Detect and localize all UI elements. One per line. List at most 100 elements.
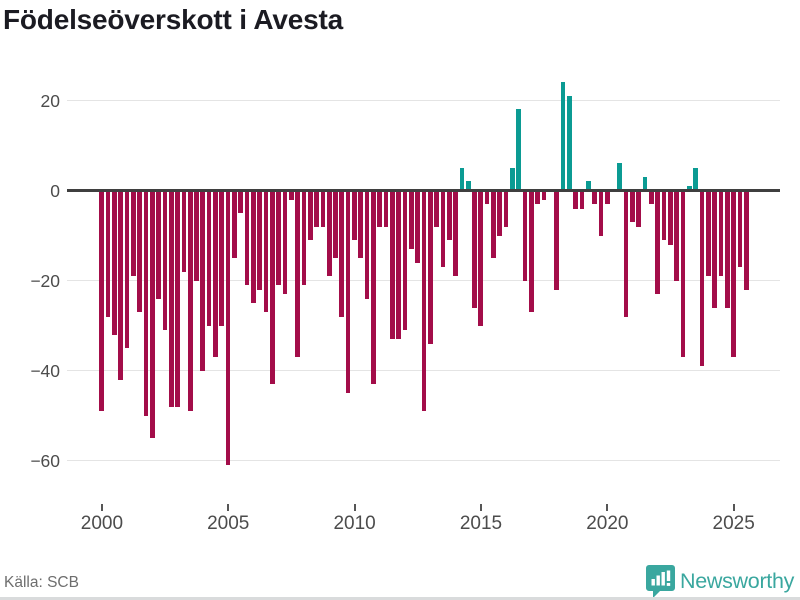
bar-2010Q2 [358,191,364,258]
bar-2003Q1 [175,191,180,407]
x-axis-label: 2010 [333,513,376,534]
bar-2005Q1 [225,191,231,465]
x-axis-label: 2020 [586,513,629,534]
x-axis-label: 2005 [207,513,250,534]
bar-2025Q3 [743,191,749,290]
bar-2000Q4 [118,191,124,380]
bar-2021Q4 [649,191,654,204]
bar-2017Q2 [535,191,541,204]
bar-2014Q3 [465,181,471,189]
bar-2009Q3 [339,191,345,317]
bar-2014Q2 [459,167,465,189]
bar-2004Q3 [213,191,218,357]
bar-2016Q3 [516,109,522,189]
bar-2017Q1 [529,191,534,312]
bar-2018Q3 [566,95,572,189]
y-axis-label: −60 [30,450,60,471]
bar-2011Q2 [383,191,389,227]
bar-2020Q1 [604,191,610,204]
bar-2016Q2 [510,167,515,189]
bar-2005Q2 [232,191,237,258]
bar-2014Q1 [453,191,458,276]
bar-2015Q2 [484,191,490,204]
bar-2018Q4 [573,191,578,209]
bar-2000Q2 [105,191,111,317]
bar-2004Q1 [200,191,206,371]
bar-2001Q4 [143,191,149,416]
bar-2004Q4 [219,191,225,326]
bar-2024Q1 [705,191,711,276]
source-note: Källa: SCB [4,574,79,591]
x-axis-tick [732,504,735,511]
bar-2000Q1 [99,191,105,411]
x-axis-tick [227,504,230,511]
bar-2013Q1 [427,191,433,344]
bar-2015Q3 [491,191,496,258]
bar-2019Q1 [579,191,585,209]
bar-2023Q2 [686,185,692,189]
bar-2015Q4 [497,191,503,236]
bar-2006Q1 [251,191,256,303]
x-axis-label: 2015 [459,513,503,534]
newsworthy-logo[interactable]: Newsworthy [646,565,798,598]
bar-2001Q1 [124,191,130,348]
bar-2017Q3 [541,191,547,200]
bar-2002Q2 [156,191,161,299]
bar-2021Q2 [636,191,642,227]
bar-2010Q3 [364,191,370,299]
bar-2009Q2 [333,191,338,258]
bar-2013Q4 [446,191,452,240]
bar-2012Q1 [402,191,408,330]
bar-2007Q2 [282,191,288,294]
zero-line [67,189,780,192]
bar-2025Q1 [731,191,736,357]
bottom-edge [0,597,800,600]
bar-2015Q1 [478,191,484,326]
bar-2009Q4 [345,191,351,393]
bar-2008Q2 [307,191,313,240]
bar-2024Q3 [718,191,724,276]
bar-2003Q3 [187,191,193,411]
bar-2022Q1 [655,191,661,294]
bar-2013Q2 [434,191,439,227]
y-axis-label: 20 [40,90,60,111]
bar-2024Q2 [712,191,717,308]
gridline [67,460,780,461]
bar-2023Q4 [699,191,705,366]
bar-2005Q3 [238,191,244,213]
bar-2006Q4 [269,191,275,384]
bar-2008Q4 [320,191,326,227]
x-axis-tick [479,504,482,511]
bar-2008Q1 [301,191,307,285]
bar-2007Q1 [276,191,281,285]
bar-2002Q4 [168,191,174,407]
bar-2022Q3 [668,191,673,245]
bar-2001Q3 [137,191,142,312]
bar-2018Q1 [554,191,559,290]
bar-2011Q1 [377,191,383,227]
bar-2013Q3 [440,191,446,267]
x-axis-label: 2025 [712,513,755,534]
bar-2011Q4 [396,191,402,339]
bar-2016Q1 [503,191,509,227]
bar-2000Q3 [112,191,117,335]
bar-2022Q2 [661,191,667,240]
bar-2003Q2 [181,191,187,272]
bar-2012Q2 [408,191,414,249]
x-axis-label: 2000 [80,513,124,534]
chart-title: Födelseöverskott i Avesta [3,4,343,35]
bar-2006Q2 [257,191,263,290]
bar-2007Q3 [288,191,294,200]
bar-2006Q3 [263,191,269,312]
bar-2001Q2 [130,191,136,276]
bar-2012Q4 [421,191,427,411]
bar-2005Q4 [244,191,250,285]
bar-2023Q3 [693,167,698,189]
bar-2019Q2 [585,181,591,189]
bar-2003Q4 [194,191,199,281]
bar-2010Q4 [371,191,376,384]
bar-2010Q1 [352,191,357,240]
bar-2021Q1 [630,191,635,222]
bar-2002Q1 [149,191,155,438]
